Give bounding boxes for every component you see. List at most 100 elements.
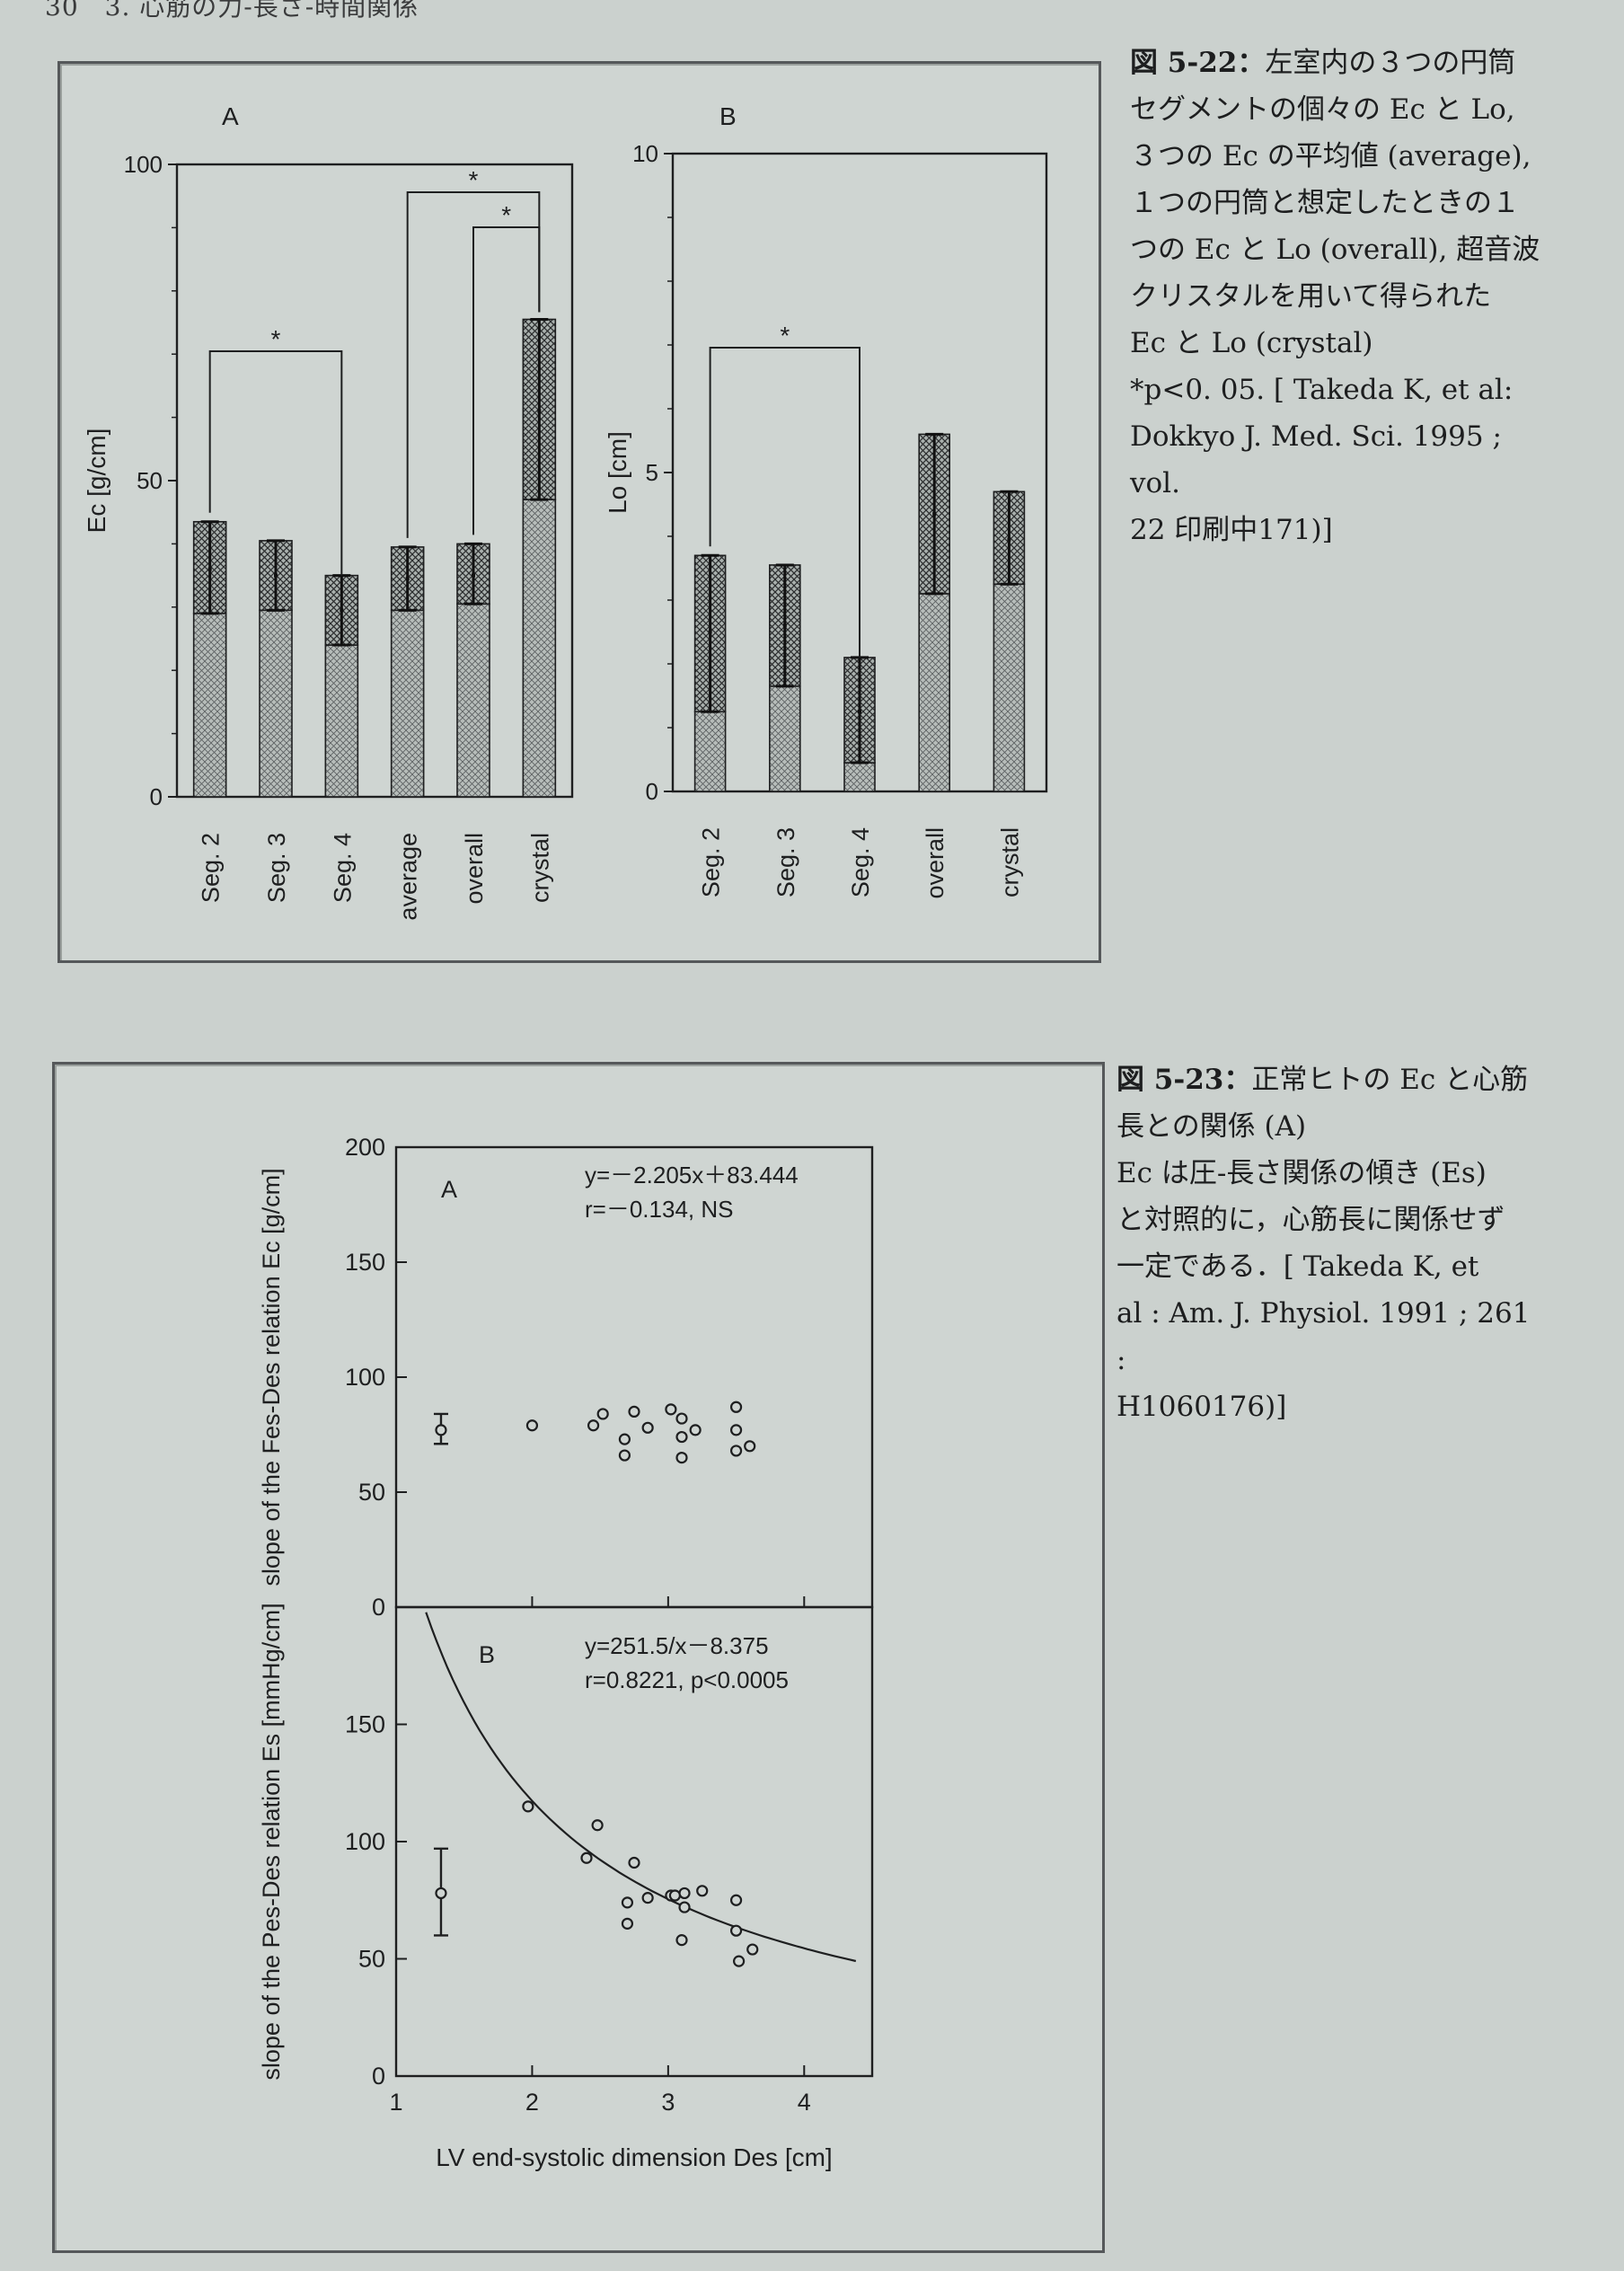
bar-chart-ec: 0 50 100 A Ec [g/cm] Seg. 2 Seg. 3 Seg. 4 averag… [83,102,574,921]
bar-mean [858,710,861,714]
x-category-label: Seg. 4 [847,827,874,897]
caption-line: 図 5-23：正常ヒトの Ec と心筋 [1116,1056,1539,1103]
data-point [621,1917,634,1930]
bar-lower [693,711,727,792]
bar-chart-lo: 0 5 10 B Lo [cm] Seg. 2 Seg. 3 Seg. 4 overall cry… [604,102,1048,899]
regression-stats: r=－0.134, NS [585,1196,733,1223]
significance-bracket [709,347,861,658]
bar-mean [782,623,787,628]
data-point [580,1851,593,1864]
data-point [618,1449,631,1462]
running-header: 30 3. 心筋の力-長さ-時間関係 [45,0,419,22]
data-point [628,1405,640,1418]
bar-lower [918,593,951,792]
y-tick-label: 150 [345,1249,385,1276]
x-category-label: average [395,833,422,921]
y-axis-label: Lo [cm] [604,431,631,514]
x-category-label: crystal [526,833,553,903]
y-axis-label: slope of the Fes-Des relation Ec [g/cm] [258,1168,285,1586]
data-point [587,1419,600,1432]
y-axis-label: slope of the Pes-Des relation Es [mmHg/c… [258,1603,285,2080]
panel-label: B [719,102,737,130]
y-tick-label: 0 [372,2063,385,2090]
data-point [696,1885,709,1897]
mean-point [435,1424,447,1436]
caption-text: 長との関係 (A) [1116,1110,1307,1143]
plot-frame [175,163,574,799]
caption-text: 左室内の３つの円筒 [1265,47,1516,79]
bar-lower [259,609,293,798]
x-tick-label: 2 [525,2089,539,2116]
data-point [744,1440,756,1453]
data-point [675,1452,688,1464]
caption-text: 22 印刷中171)] [1130,514,1333,546]
x-tick-label: 3 [661,2089,675,2116]
significance-star: * [780,322,790,349]
x-tick-label: 1 [389,2089,402,2116]
data-point [628,1856,640,1869]
data-point [591,1819,604,1832]
y-tick-label: 150 [345,1711,385,1738]
bar-lower [522,499,557,798]
data-point [596,1408,609,1420]
bar-mean [932,512,937,517]
caption-text: Dokkyo J. Med. Sci. 1995 ; vol. [1130,420,1502,499]
bar-lower [390,609,425,798]
bar-mean [472,573,475,578]
y-tick-label: 50 [358,1479,385,1506]
caption-label: 図 5-23： [1116,1064,1252,1096]
caption-text: H1060176)] [1116,1391,1287,1423]
y-tick-label: 50 [358,1946,385,1973]
y-axis-label: Ec [g/cm] [83,429,110,534]
data-point [732,1955,746,1967]
bar-lower [843,762,876,792]
caption-text: １つの円筒と想定したときの１ [1130,187,1520,219]
panel-label: A [441,1176,457,1203]
y-tick-label: 100 [124,151,163,178]
caption-text: Ec は圧-長さ関係の傾き (Es) [1116,1157,1487,1189]
data-point [641,1892,654,1904]
bar-mean [405,577,410,581]
x-axis-label: LV end-systolic dimension Des [cm] [436,2143,832,2171]
y-tick-label: 5 [646,459,658,486]
regression-equation: y=251.5/x－8.375 [585,1632,769,1659]
caption-text: Ec と Lo (crystal) [1130,327,1373,359]
x-category-label: overall [922,827,949,899]
caption-text: al : Am. J. Physiol. 1991 ; 261 : [1116,1297,1531,1376]
y-tick-label: 10 [632,140,658,167]
data-point [678,1901,691,1913]
y-tick-label: 100 [345,1364,385,1391]
caption-text: ３つの Ec の平均値 (average), [1130,140,1531,172]
data-point [668,1889,682,1902]
y-tick-label: 50 [137,467,163,494]
data-point [641,1421,654,1434]
caption-text: クリスタルを用いて得られた [1130,280,1492,313]
bar-mean [340,608,344,613]
data-point [522,1800,534,1813]
bar-mean [1007,537,1011,542]
data-point [729,1401,743,1413]
data-point [618,1433,631,1445]
data-point [678,1887,691,1900]
caption-line: 図 5-22：左室内の３つの円筒 [1130,40,1543,86]
significance-bracket [208,350,343,576]
data-point [746,1943,759,1956]
caption-text: と対照的に，心筋長に関係せず [1116,1204,1505,1236]
regression-equation: y=－2.205x＋83.444 [585,1162,799,1189]
bar-lower [456,603,490,798]
data-point [729,1894,743,1906]
data-point [675,1430,688,1444]
x-category-label: Seg. 3 [772,827,799,897]
significance-star: * [271,325,281,353]
caption-text: 正常ヒトの Ec と心筋 [1251,1064,1529,1096]
figure-5-22-caption: 図 5-22：左室内の３つの円筒 セグメントの個々の Ec と Lo, ３つの … [1130,40,1543,553]
significance-star: * [469,166,479,194]
caption-text: つの Ec と Lo (overall), 超音波 [1130,234,1540,266]
caption-label: 図 5-22： [1130,47,1266,79]
bar-lower [993,583,1026,792]
caption-text: *p<0. 05. [ Takeda K, et al: [1130,374,1514,406]
y-tick-label: 0 [372,1594,385,1621]
bar-lower [769,685,801,792]
